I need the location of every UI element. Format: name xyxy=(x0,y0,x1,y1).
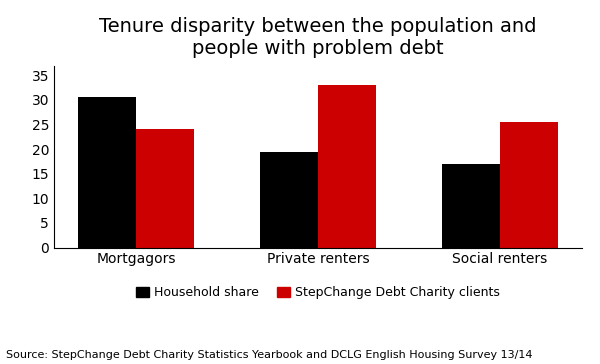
Bar xyxy=(136,130,194,248)
Title: Tenure disparity between the population and
people with problem debt: Tenure disparity between the population … xyxy=(99,17,537,58)
Bar xyxy=(500,122,558,248)
Bar xyxy=(260,151,318,248)
Text: Source: StepChange Debt Charity Statistics Yearbook and DCLG English Housing Sur: Source: StepChange Debt Charity Statisti… xyxy=(6,351,533,360)
Bar xyxy=(78,98,136,248)
Legend: Household share, StepChange Debt Charity clients: Household share, StepChange Debt Charity… xyxy=(131,281,505,304)
Bar xyxy=(318,85,376,248)
Bar xyxy=(442,164,500,248)
